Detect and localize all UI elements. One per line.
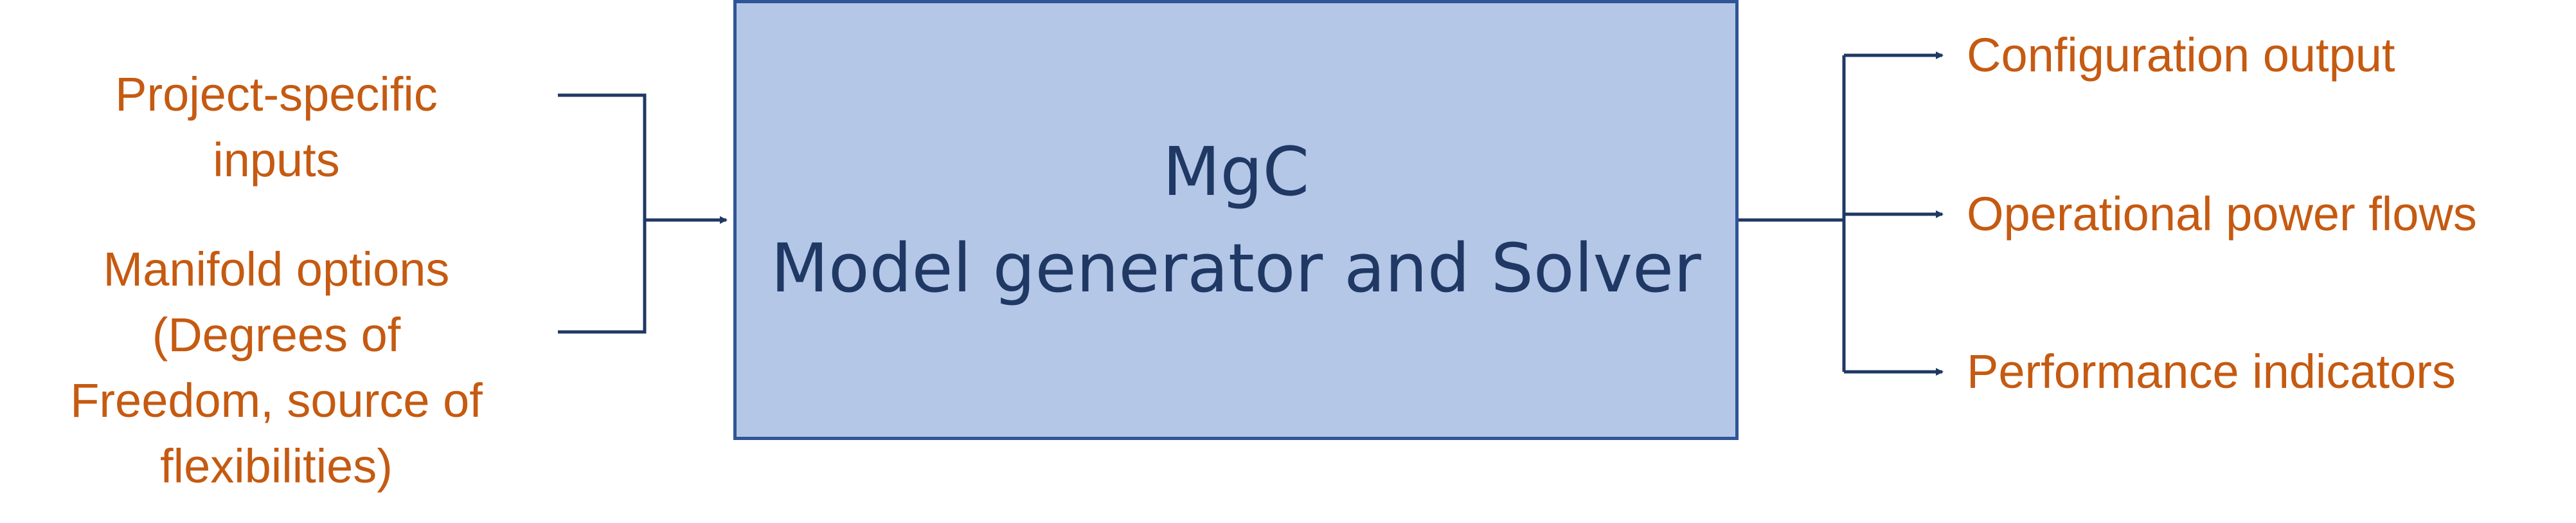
output-configuration: Configuration output bbox=[1967, 28, 2395, 82]
input-manifold-line-2: (Degrees of bbox=[152, 308, 401, 362]
input-connector-top bbox=[558, 93, 647, 220]
input-manifold-line-3: Freedom, source of bbox=[70, 374, 483, 427]
input-manifold-line-4: flexibilities) bbox=[160, 439, 393, 493]
input-project-specific-line-2: inputs bbox=[213, 133, 340, 187]
input-manifold-line-1: Manifold options bbox=[103, 243, 450, 296]
input-manifold-options: Manifold options (Degrees of Freedom, so… bbox=[26, 237, 527, 499]
output-power-flows: Operational power flows bbox=[1967, 187, 2477, 241]
output-performance: Performance indicators bbox=[1967, 345, 2456, 398]
model-generator-box: MgC Model generator and Solver bbox=[733, 0, 1739, 440]
input-connector-bottom bbox=[558, 220, 647, 334]
input-project-specific: Project-specific inputs bbox=[77, 62, 476, 193]
input-project-specific-line-1: Project-specific bbox=[115, 68, 438, 121]
box-subtitle: Model generator and Solver bbox=[771, 229, 1701, 307]
box-title: MgC bbox=[1162, 133, 1310, 211]
